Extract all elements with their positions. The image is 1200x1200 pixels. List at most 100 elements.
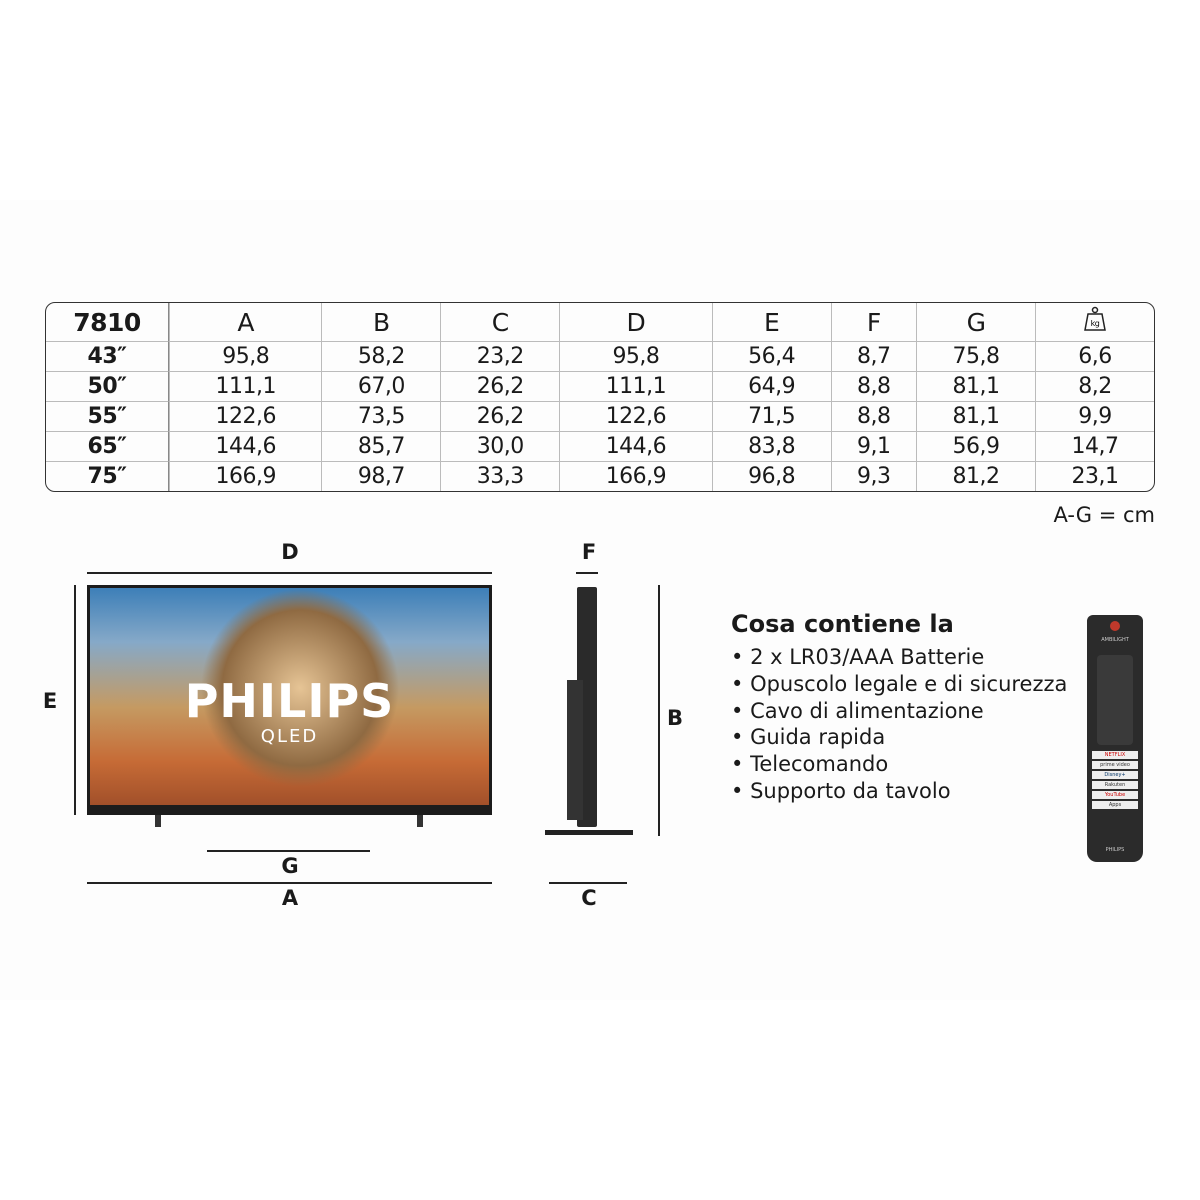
- table-cell: 111,1: [559, 371, 712, 401]
- tv-foot: [417, 815, 423, 827]
- table-cell: 98,7: [321, 461, 441, 491]
- label-e: E: [42, 689, 58, 713]
- remote-app-buttons: NETFLIX prime video Disney+ Rakuten YouT…: [1092, 751, 1138, 809]
- table-cell: 122,6: [169, 401, 322, 431]
- col-header: G: [916, 303, 1035, 341]
- table-cell: 81,1: [916, 401, 1035, 431]
- label-a: A: [281, 886, 299, 910]
- table-row: 55″ 122,6 73,5 26,2 122,6 71,5 8,8 81,1 9,9: [46, 401, 1154, 431]
- remote-keypad: [1097, 655, 1133, 745]
- table-cell: 95,8: [169, 341, 322, 371]
- table-header-row: 7810 A B C D E F G kg: [46, 303, 1154, 341]
- table-cell: 58,2: [321, 341, 441, 371]
- dimension-line-d: [87, 572, 492, 574]
- table-cell: 26,2: [440, 371, 560, 401]
- remote-control-image: AMBILIGHT NETFLIX prime video Disney+ Ra…: [1087, 615, 1143, 862]
- table-row: 50″ 111,1 67,0 26,2 111,1 64,9 8,8 81,1 8,2: [46, 371, 1154, 401]
- table-cell: 83,8: [711, 431, 831, 461]
- list-item: • Opuscolo legale e di sicurezza: [731, 671, 1068, 696]
- table-row: 43″ 95,8 58,2 23,2 95,8 56,4 8,7 75,8 6,6: [46, 341, 1154, 371]
- remote-label: AMBILIGHT: [1101, 637, 1129, 643]
- dimension-line-c: [549, 882, 627, 884]
- table-cell: 95,8: [559, 341, 712, 371]
- table-cell: 14,7: [1034, 431, 1154, 461]
- tv-side-stand: [545, 830, 633, 835]
- qled-logo: QLED: [260, 726, 319, 747]
- table-cell: 71,5: [711, 401, 831, 431]
- table-cell: 111,1: [169, 371, 322, 401]
- remote-app-button: Disney+: [1092, 771, 1138, 779]
- table-row: 65″ 144,6 85,7 30,0 144,6 83,8 9,1 56,9 14,7: [46, 431, 1154, 461]
- col-header: D: [559, 303, 711, 341]
- table-row: 75″ 166,9 98,7 33,3 166,9 96,8 9,3 81,2 23,1: [46, 461, 1154, 491]
- table-cell: 6,6: [1034, 341, 1154, 371]
- dimension-line-e: [74, 585, 76, 815]
- list-item: • Telecomando: [731, 752, 889, 777]
- box-contents-title: Cosa contiene la: [731, 610, 954, 638]
- col-header: E: [711, 303, 831, 341]
- dimension-line-a: [87, 882, 492, 884]
- col-header: F: [830, 303, 917, 341]
- table-cell: 122,6: [559, 401, 712, 431]
- tv-foot: [155, 815, 161, 827]
- dimensions-table: 7810 A B C D E F G kg 43″ 95,8 58,2 23,2 95,…: [45, 302, 1155, 492]
- col-header: B: [321, 303, 440, 341]
- list-item: • Guida rapida: [731, 725, 886, 750]
- kg-weight-icon: kg: [1084, 306, 1106, 331]
- box-contents-list: • 2 x LR03/AAA Batterie • Opuscolo legal…: [731, 644, 1067, 805]
- brand-logo: PHILIPS: [184, 674, 395, 728]
- remote-app-button: YouTube: [1092, 791, 1138, 799]
- remote-app-button: NETFLIX: [1092, 751, 1138, 759]
- table-cell: 9,1: [830, 431, 917, 461]
- table-cell: 8,8: [830, 371, 917, 401]
- table-cell: 73,5: [321, 401, 441, 431]
- table-cell: 23,1: [1034, 461, 1154, 491]
- table-cell: 81,1: [916, 371, 1035, 401]
- screen-size: 55″: [46, 401, 169, 431]
- table-cell: 8,8: [830, 401, 917, 431]
- list-item: • Cavo di alimentazione: [731, 698, 984, 723]
- dimension-line-f: [576, 572, 598, 574]
- svg-text:kg: kg: [1091, 319, 1100, 328]
- table-cell: 26,2: [440, 401, 560, 431]
- table-cell: 8,7: [830, 341, 917, 371]
- remote-app-button: Rakuten: [1092, 781, 1138, 789]
- screen-size: 43″: [46, 341, 169, 371]
- dimension-line-b: [658, 585, 660, 836]
- table-cell: 56,4: [711, 341, 831, 371]
- table-cell: 8,2: [1034, 371, 1154, 401]
- table-cell: 144,6: [559, 431, 712, 461]
- table-cell: 9,3: [830, 461, 917, 491]
- table-cell: 64,9: [711, 371, 831, 401]
- tv-front-image: PHILIPS QLED: [87, 585, 492, 815]
- tv-side-back: [567, 680, 583, 820]
- weight-header: kg: [1034, 303, 1154, 341]
- label-d: D: [281, 540, 299, 564]
- table-cell: 144,6: [169, 431, 322, 461]
- power-icon: [1110, 621, 1120, 631]
- remote-app-button: Apps: [1092, 801, 1138, 809]
- table-cell: 33,3: [440, 461, 560, 491]
- label-b: B: [666, 706, 684, 730]
- label-c: C: [581, 886, 597, 910]
- model-number: 7810: [46, 303, 169, 341]
- col-header: A: [169, 303, 321, 341]
- col-header: C: [440, 303, 559, 341]
- list-item: • 2 x LR03/AAA Batterie: [731, 645, 985, 669]
- unit-note: A-G = cm: [1053, 503, 1155, 527]
- table-cell: 96,8: [711, 461, 831, 491]
- screen-size: 75″: [46, 461, 169, 491]
- table-cell: 166,9: [559, 461, 712, 491]
- screen-size: 65″: [46, 431, 169, 461]
- remote-brand: PHILIPS: [1105, 847, 1125, 853]
- table-cell: 85,7: [321, 431, 441, 461]
- table-cell: 56,9: [916, 431, 1035, 461]
- table-cell: 9,9: [1034, 401, 1154, 431]
- table-cell: 81,2: [916, 461, 1035, 491]
- table-cell: 23,2: [440, 341, 560, 371]
- table-cell: 166,9: [169, 461, 322, 491]
- table-cell: 30,0: [440, 431, 560, 461]
- label-g: G: [281, 854, 299, 878]
- table-cell: 75,8: [916, 341, 1035, 371]
- list-item: • Supporto da tavolo: [731, 778, 951, 803]
